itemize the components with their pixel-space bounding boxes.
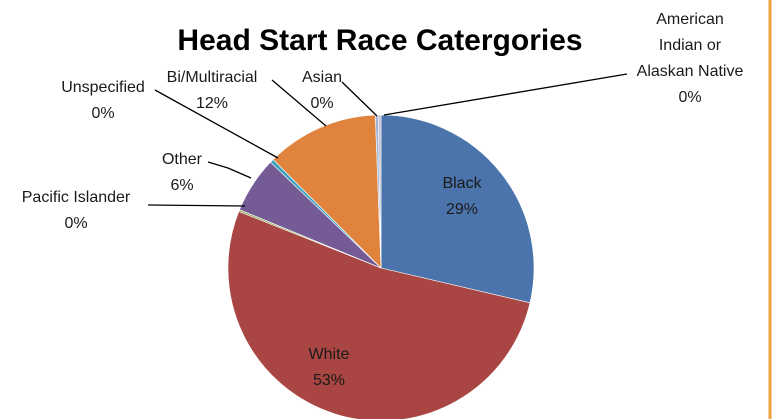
pie-slice: [377, 114, 382, 269]
chart-title: Head Start Race Catergories: [177, 24, 582, 57]
slice-label: Unspecified: [61, 79, 145, 96]
slice-label: Asian: [302, 69, 342, 86]
value-label: 53%: [313, 372, 345, 389]
value-label: 0%: [91, 105, 114, 122]
pie-slice: [272, 114, 382, 269]
leader-line: [271, 79, 327, 127]
slice-label: Black: [442, 175, 482, 192]
leader-line: [341, 81, 378, 117]
leader-line: [154, 89, 279, 159]
slice-label: Bi/Multiracial: [167, 69, 258, 86]
value-label: 0%: [64, 215, 87, 232]
pie-slice: [380, 114, 535, 304]
value-label: 6%: [170, 177, 193, 194]
value-label: 29%: [446, 201, 478, 218]
value-label: 12%: [196, 95, 228, 112]
slice-label: Pacific Islander: [22, 189, 131, 206]
leader-line: [147, 204, 246, 207]
value-label: 0%: [678, 89, 701, 106]
value-label: 0%: [310, 95, 333, 112]
slice-label: American Indian or Alaskan Native: [637, 11, 744, 80]
slice-label: Other: [162, 151, 203, 168]
leader-line: [207, 161, 252, 179]
slice-label: White: [309, 346, 350, 363]
leader-line: [383, 73, 628, 116]
pie-slice: [227, 211, 531, 419]
